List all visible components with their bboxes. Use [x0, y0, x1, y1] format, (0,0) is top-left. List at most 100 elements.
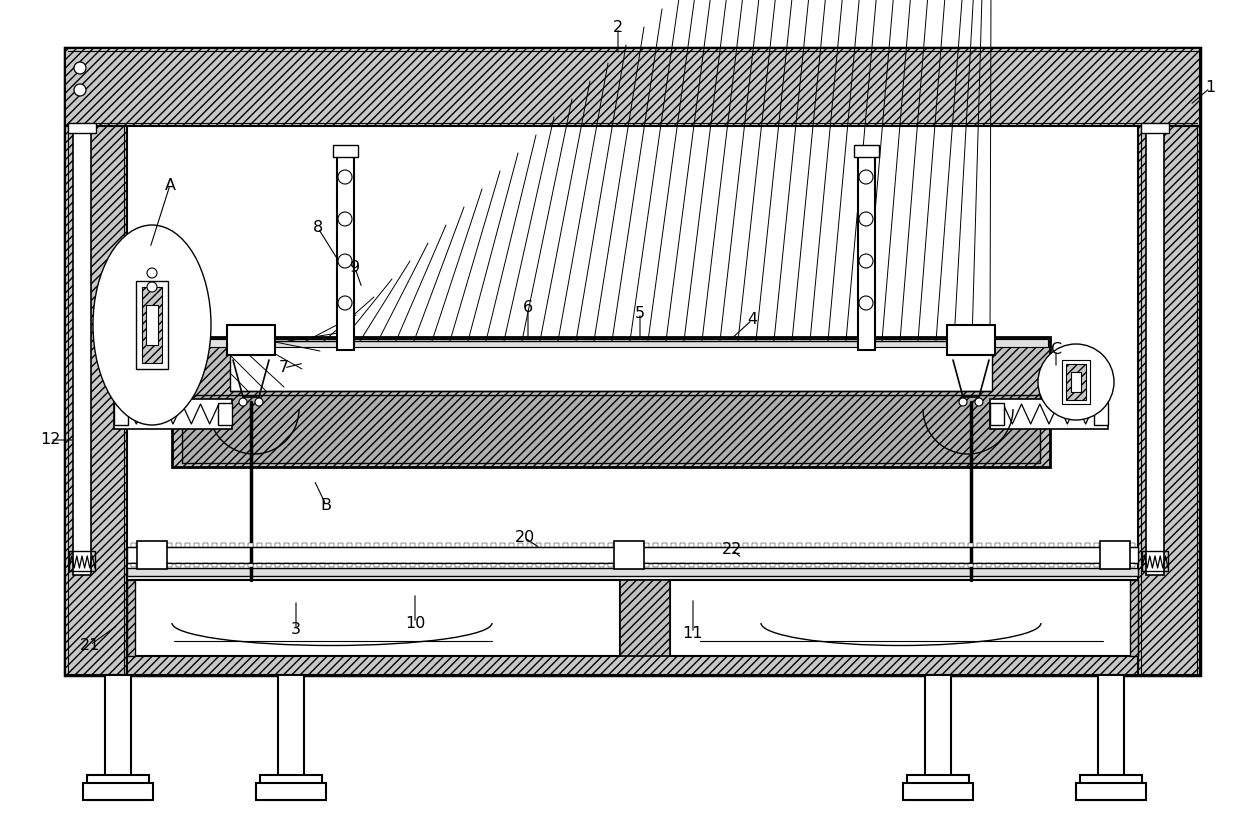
Bar: [126, 580, 1138, 675]
Bar: [990, 403, 1004, 425]
Bar: [167, 543, 172, 547]
Bar: [428, 563, 433, 567]
Bar: [508, 563, 515, 567]
Bar: [671, 543, 676, 547]
Circle shape: [339, 170, 352, 184]
Bar: [1030, 563, 1035, 567]
Bar: [1030, 543, 1035, 547]
Text: A: A: [165, 177, 176, 192]
Bar: [140, 543, 145, 547]
Bar: [662, 543, 667, 547]
Bar: [653, 543, 658, 547]
Bar: [644, 543, 649, 547]
Bar: [743, 543, 748, 547]
Bar: [715, 543, 720, 547]
Circle shape: [859, 254, 873, 268]
Bar: [1076, 563, 1081, 567]
Bar: [356, 563, 361, 567]
Bar: [383, 563, 388, 567]
Bar: [374, 543, 379, 547]
Bar: [239, 543, 244, 547]
Bar: [105, 675, 131, 790]
Bar: [572, 563, 577, 567]
Text: 12: 12: [40, 433, 61, 448]
Bar: [1066, 364, 1086, 400]
Bar: [851, 563, 856, 567]
Bar: [527, 563, 532, 567]
Bar: [751, 543, 756, 547]
Bar: [428, 543, 433, 547]
Bar: [149, 563, 154, 567]
Bar: [626, 543, 631, 547]
Bar: [229, 563, 236, 567]
Bar: [1121, 543, 1126, 547]
Bar: [878, 543, 883, 547]
Bar: [734, 563, 739, 567]
Bar: [582, 543, 587, 547]
Text: 3: 3: [291, 622, 301, 637]
Bar: [897, 563, 901, 567]
Bar: [401, 563, 405, 567]
Bar: [257, 543, 262, 547]
Text: 11: 11: [683, 626, 703, 641]
Bar: [293, 563, 298, 567]
Bar: [950, 563, 955, 567]
Text: 22: 22: [722, 542, 742, 557]
Bar: [185, 563, 190, 567]
Bar: [1130, 580, 1138, 656]
Text: 20: 20: [515, 531, 536, 546]
Bar: [689, 543, 694, 547]
Bar: [248, 563, 253, 567]
Bar: [671, 563, 676, 567]
Bar: [527, 543, 532, 547]
Bar: [1004, 543, 1009, 547]
Bar: [825, 563, 830, 567]
Bar: [906, 775, 968, 800]
Text: 4: 4: [746, 313, 758, 328]
Bar: [193, 543, 198, 547]
Bar: [320, 563, 325, 567]
Bar: [255, 783, 326, 800]
Bar: [878, 563, 883, 567]
Bar: [842, 543, 847, 547]
Text: 10: 10: [404, 616, 425, 631]
Bar: [176, 563, 181, 567]
Bar: [472, 543, 477, 547]
Bar: [608, 563, 613, 567]
Bar: [608, 543, 613, 547]
Bar: [932, 563, 937, 567]
Text: 9: 9: [350, 260, 360, 275]
Circle shape: [859, 212, 873, 226]
Bar: [854, 145, 879, 157]
Ellipse shape: [93, 225, 211, 425]
Bar: [986, 563, 991, 567]
Bar: [618, 543, 622, 547]
Bar: [392, 543, 397, 547]
Bar: [69, 551, 95, 571]
Bar: [464, 563, 469, 567]
Circle shape: [255, 398, 263, 406]
Bar: [64, 48, 1200, 675]
Bar: [260, 775, 322, 800]
Bar: [303, 543, 308, 547]
Bar: [590, 563, 595, 567]
Bar: [554, 543, 559, 547]
Bar: [508, 543, 515, 547]
Bar: [248, 543, 253, 547]
Bar: [914, 543, 919, 547]
Bar: [239, 563, 244, 567]
Bar: [779, 543, 784, 547]
Bar: [1080, 775, 1142, 800]
Bar: [131, 543, 136, 547]
Circle shape: [859, 170, 873, 184]
Bar: [815, 563, 820, 567]
Bar: [653, 563, 658, 567]
Text: 8: 8: [312, 220, 324, 235]
Bar: [229, 543, 236, 547]
Bar: [959, 543, 963, 547]
Circle shape: [975, 398, 983, 406]
Bar: [1071, 372, 1081, 392]
Bar: [143, 287, 162, 363]
Bar: [275, 543, 280, 547]
Bar: [887, 563, 892, 567]
